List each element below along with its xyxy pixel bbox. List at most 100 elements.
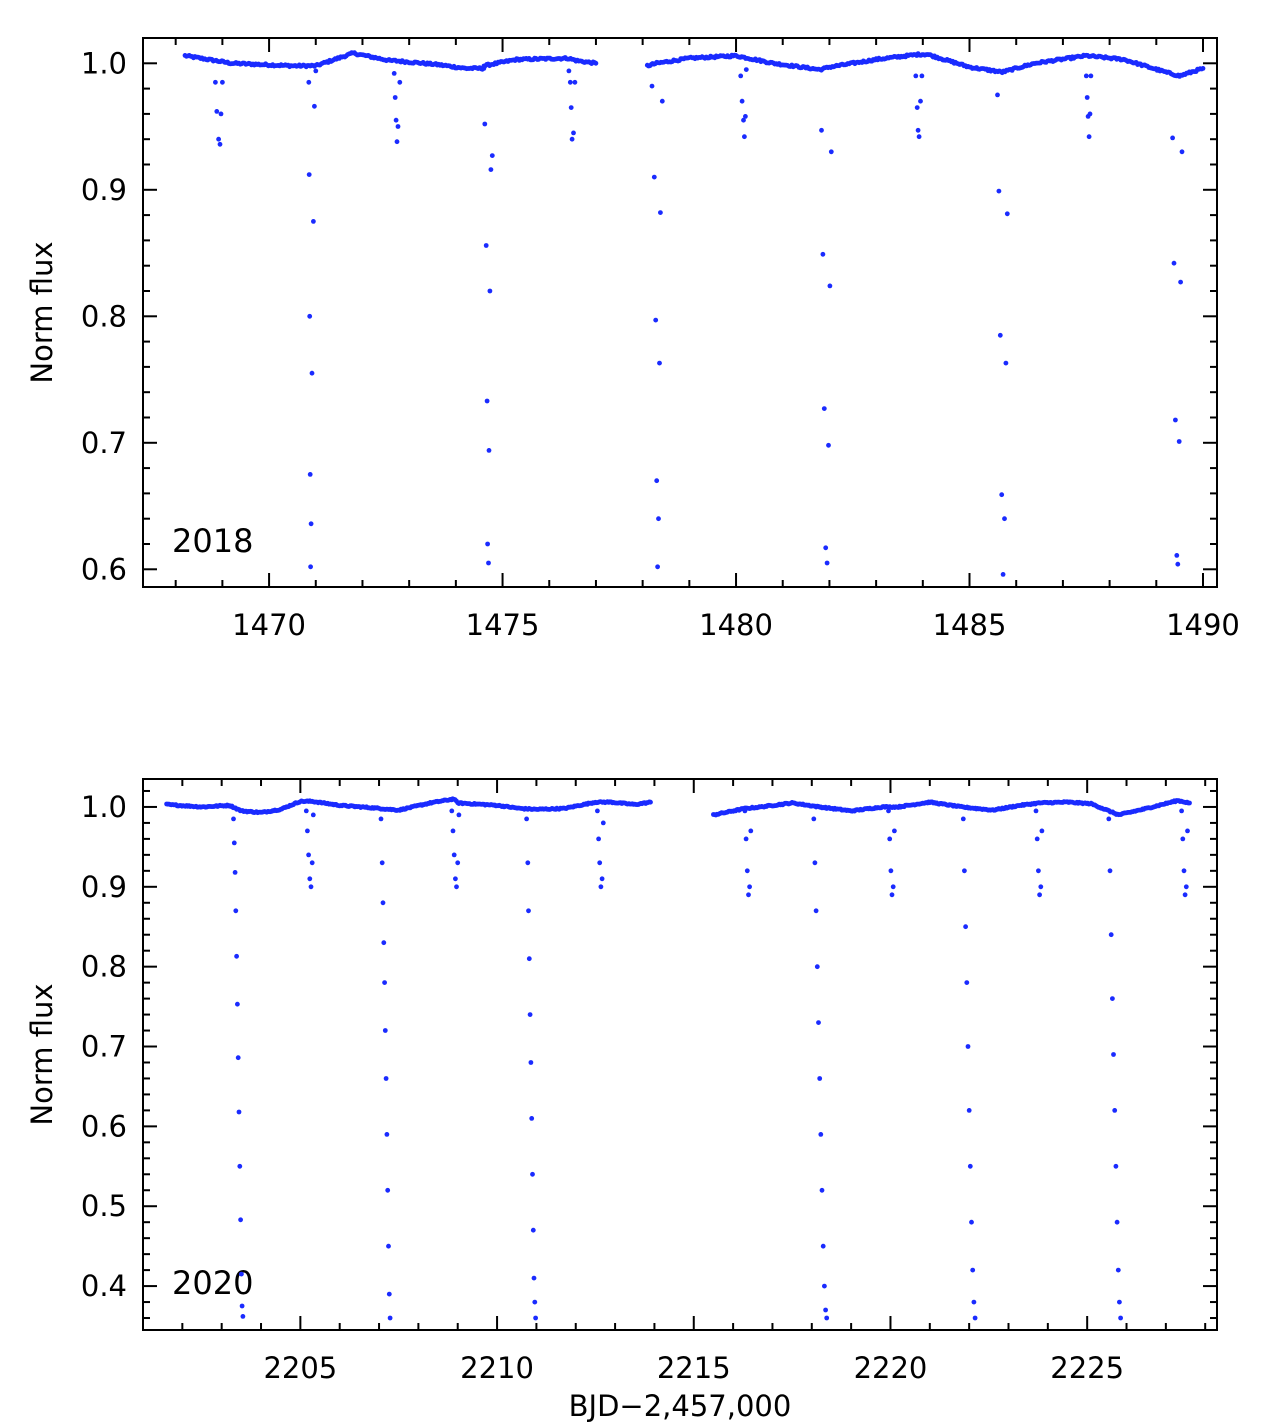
plot-frame [142,778,1218,1331]
eclipse-point [380,900,386,906]
eclipse-point [240,1314,246,1319]
year-annotation: 2020 [172,1264,253,1302]
eclipse-point [649,83,655,89]
eclipse-point [232,870,238,875]
eclipse-point [571,130,576,136]
eclipse-point [822,1283,827,1289]
eclipse-point [599,876,605,882]
eclipse-point [1118,1315,1123,1321]
eclipse-point [657,360,662,366]
eclipse-point [1170,135,1175,141]
eclipse-point [220,79,225,85]
eclipse-point [819,1187,825,1193]
eclipse-point [972,1315,978,1321]
eclipse-point [748,828,754,834]
eclipse-point [379,860,385,866]
eclipse-point [309,860,315,866]
eclipse-point [378,816,384,822]
eclipse-point [600,820,606,826]
data-point [1187,800,1192,806]
eclipse-point [313,68,319,74]
y-axis-label: Norm flux [25,241,59,383]
eclipse-point [969,1219,974,1225]
y-axis-label: Norm flux [25,983,59,1125]
y-tick-label: 0.7 [81,426,127,460]
eclipse-point [820,1243,826,1249]
eclipse-point [308,884,314,890]
eclipse-point [231,840,237,846]
eclipse-point [489,153,495,159]
eclipse-point [218,111,224,117]
eclipse-point [482,121,488,127]
eclipse-point [487,288,493,294]
eclipse-point [818,1132,824,1137]
eclipse-point [572,79,578,85]
year-annotation: 2018 [172,522,253,560]
eclipse-point [451,852,457,858]
eclipse-point [530,1227,536,1233]
eclipse-point [1034,836,1040,842]
eclipse-point [824,560,830,566]
eclipse-point [312,103,317,109]
eclipse-point [307,472,313,477]
y-tick-label: 1.0 [81,46,127,80]
eclipse-point [524,816,529,822]
eclipse-point [1117,1299,1122,1305]
eclipse-point [385,1187,391,1193]
eclipse-point [886,808,891,814]
eclipse-point [381,940,387,946]
x-tick-label: 2225 [1050,1351,1124,1385]
eclipse-point [306,852,311,858]
eclipse-point [1180,836,1186,842]
data-point [593,60,599,66]
eclipse-point [529,1116,535,1121]
eclipse-point [453,876,458,882]
eclipse-point [813,908,819,914]
eclipse-point [919,73,925,79]
eclipse-point [1110,996,1115,1001]
eclipse-point [485,541,490,547]
eclipse-point [743,67,749,72]
eclipse-point [997,332,1003,338]
eclipse-point [527,1012,533,1017]
eclipse-point [1171,260,1177,266]
eclipse-point [236,1109,242,1115]
eclipse-point [449,808,455,814]
eclipse-point [217,141,223,147]
eclipse-point [743,836,749,842]
eclipse-point [914,105,920,110]
eclipse-point [967,1163,973,1169]
y-tick-label: 0.8 [81,299,127,333]
eclipse-point [1038,884,1044,890]
eclipse-point [1106,816,1112,822]
eclipse-point [1114,1219,1120,1225]
eclipse-point [237,1163,243,1169]
eclipse-point [658,210,663,216]
eclipse-point [386,1243,391,1249]
eclipse-point [311,219,316,224]
eclipse-point [828,149,834,155]
eclipse-point [1037,892,1042,898]
eclipse-point [742,808,748,814]
eclipse-point [397,79,403,85]
eclipse-point [1179,149,1185,155]
eclipse-point [821,406,827,411]
eclipse-point [811,816,817,822]
eclipse-point [746,892,751,898]
eclipse-point [213,79,218,85]
plot-frame [142,37,1218,588]
eclipse-point [1033,808,1039,814]
x-tick-label: 1480 [699,608,773,642]
eclipse-point [1174,553,1180,558]
eclipse-point [525,860,531,866]
panel-2018: 1470 1475 1480 1485 1490 0.6 0.7 0.8 0.9 1.0 Norm … [25,37,1240,642]
eclipse-point [1000,572,1006,577]
eclipse-point [238,1217,244,1223]
eclipse-point [1183,884,1189,890]
x-tick-label: 1490 [1166,608,1240,642]
eclipse-point [483,243,489,248]
eclipse-point [239,1303,245,1309]
y-tick-label: 0.9 [81,870,127,904]
x-tick-label: 2205 [263,1351,337,1385]
eclipse-point [889,892,895,898]
